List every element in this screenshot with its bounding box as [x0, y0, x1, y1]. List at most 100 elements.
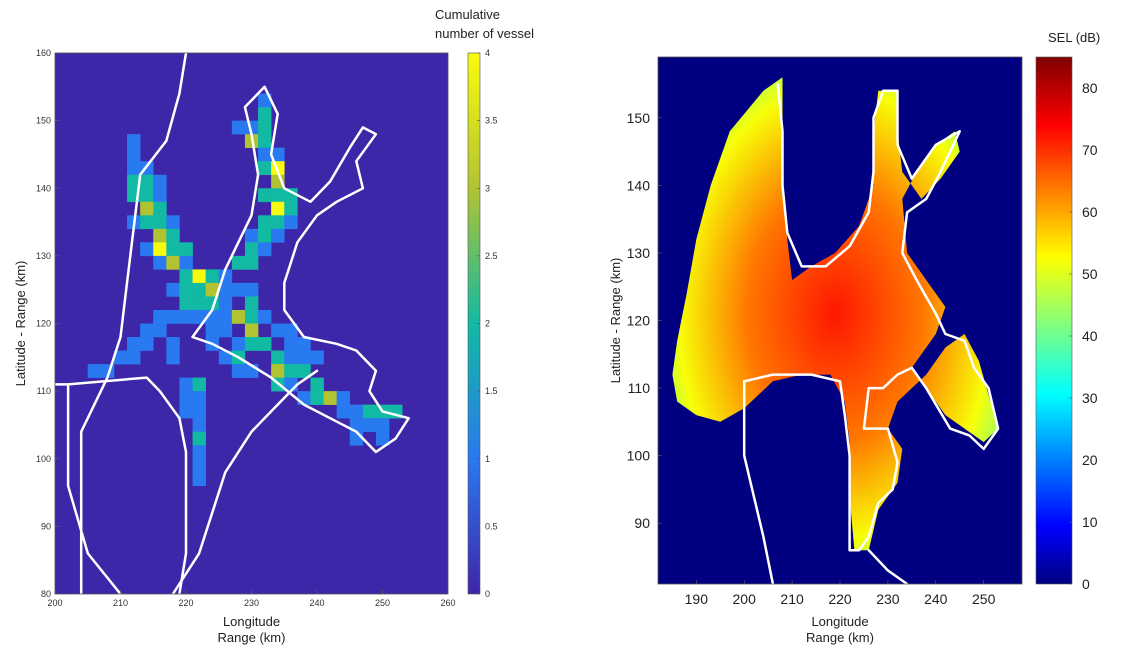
heatmap-cell: [375, 431, 390, 446]
heatmap-cell: [297, 337, 311, 351]
heatmap-cell: [153, 201, 167, 216]
colorbar: 0 0.5 1 1.5 2 2.5 3 3.5 4: [467, 48, 498, 599]
heatmap-cell: [192, 458, 206, 473]
plot-area: [55, 53, 410, 594]
colorbar-tick-label: 1.5: [485, 386, 498, 396]
heatmap-cell: [323, 391, 337, 405]
heatmap-cell: [271, 350, 285, 365]
x-axis-unit-label: Range (km): [218, 630, 286, 645]
heatmap-cell: [310, 377, 324, 392]
heatmap-cell: [231, 120, 246, 135]
heatmap-cell: [258, 161, 272, 176]
heatmap-cell: [87, 364, 102, 378]
colorbar-title: Cumulative: [435, 7, 500, 22]
y-tick-label: 120: [627, 313, 651, 329]
colorbar-tick-label: 2.5: [485, 251, 498, 261]
heatmap-cell: [271, 201, 285, 216]
heatmap-cell: [284, 337, 298, 351]
heatmap-cell: [192, 431, 206, 446]
heatmap-cell: [153, 242, 167, 257]
y-axis-label: Latitude - Range (km): [13, 261, 28, 387]
coastline: [55, 376, 188, 594]
heatmap-cell: [127, 350, 141, 365]
y-tick-label: 100: [36, 454, 51, 464]
x-axis-label: Longitude: [223, 614, 280, 629]
colorbar-tick-label: 70: [1082, 142, 1098, 158]
heatmap-cell: [258, 134, 272, 148]
heatmap-cell: [153, 228, 167, 243]
heatmap-cell: [140, 201, 154, 216]
heatmap-cell: [166, 309, 180, 324]
heatmap-cell: [192, 309, 206, 324]
heatmap-cell: [244, 242, 259, 257]
heatmap-cell: [284, 201, 298, 216]
heatmap-cell: [140, 337, 154, 351]
coastline: [66, 383, 122, 594]
x-tick-label: 200: [733, 591, 757, 607]
heatmap-cell: [258, 242, 272, 257]
y-tick-label: 130: [36, 251, 51, 261]
heatmap-cell: [205, 323, 220, 338]
heatmap-cell: [179, 282, 193, 297]
x-tick-label: 210: [113, 598, 128, 608]
x-tick-label: 240: [924, 591, 948, 607]
heatmap-cell: [192, 296, 206, 311]
heatmap-cell: [192, 445, 206, 460]
heatmap-cell: [231, 282, 246, 297]
heatmap-cell: [153, 215, 167, 230]
heatmap-cell: [179, 255, 193, 270]
x-tick-label: 230: [876, 591, 900, 607]
heatmap-cell: [127, 134, 141, 148]
heatmap-cell: [179, 377, 193, 392]
y-tick-label: 140: [36, 183, 51, 193]
y-tick-label: 110: [628, 380, 651, 396]
colorbar-tick-label: 80: [1082, 80, 1098, 96]
heatmap-cell: [140, 215, 154, 230]
heatmap-cell: [218, 323, 233, 338]
heatmap-cell: [244, 296, 259, 311]
heatmap-cell: [258, 147, 272, 162]
heatmap-cell: [166, 350, 180, 365]
heatmap-cell: [153, 174, 167, 189]
heatmap-cell: [192, 472, 206, 487]
heatmap-cell: [218, 350, 233, 365]
y-tick-label: 150: [36, 116, 51, 126]
heatmap-cell: [271, 323, 285, 338]
heatmap-cell: [284, 188, 298, 203]
colorbar-tick-label: 60: [1082, 204, 1098, 220]
y-tick-label: 140: [627, 177, 651, 193]
heatmap-cell: [179, 404, 193, 419]
x-tick-label: 190: [685, 591, 709, 607]
y-tick-label: 160: [36, 48, 51, 58]
x-tick-label: 260: [440, 598, 455, 608]
heatmap-cell: [127, 337, 141, 351]
heatmap-cell: [166, 242, 180, 257]
heatmap-cell: [244, 228, 259, 243]
colorbar-tick-label: 30: [1082, 390, 1098, 406]
heatmap-cell: [153, 323, 167, 338]
heatmap-cell: [271, 228, 285, 243]
x-axis-label: Longitude: [811, 614, 868, 629]
heatmap-cell: [166, 228, 180, 243]
heatmap-cell: [336, 391, 351, 405]
colorbar-tick-label: 0: [485, 589, 490, 599]
heatmap-cell: [166, 337, 180, 351]
heatmap-cell: [284, 350, 298, 365]
x-tick-label: 230: [244, 598, 259, 608]
y-tick-label: 120: [36, 319, 51, 329]
colorbar-tick-label: 0.5: [485, 521, 498, 531]
heatmap-cell: [218, 282, 233, 297]
heatmap-cell: [231, 364, 246, 378]
heatmap-cell: [192, 418, 206, 432]
heatmap-cell: [244, 309, 259, 324]
x-tick-label: 210: [780, 591, 804, 607]
heatmap-cell: [349, 431, 364, 446]
heatmap-cell: [244, 255, 259, 270]
sel-chart-canvas: 190 200 210 220 230 240 2509010011012013014015…: [608, 30, 1100, 645]
heatmap-cell: [362, 404, 377, 419]
vessel-count-chart: 200 210 220 230 240 250 260 80 90 100 110 120 130 140…: [13, 7, 534, 645]
heatmap-cell: [179, 296, 193, 311]
heatmap-cell: [258, 228, 272, 243]
heatmap-cell: [231, 337, 246, 351]
heatmap-cell: [258, 215, 272, 230]
